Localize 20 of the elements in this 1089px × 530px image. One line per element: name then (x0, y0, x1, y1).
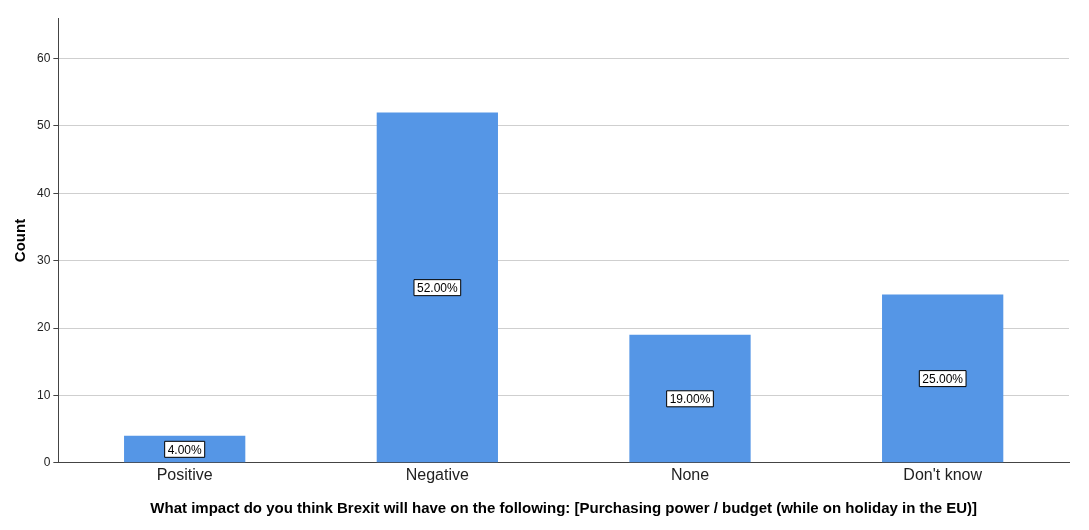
x-tick-label: Positive (156, 465, 213, 483)
data-label: 4.00% (167, 442, 203, 457)
x-tick-label: Negative (405, 465, 470, 483)
y-tick-label: 0 (43, 455, 51, 470)
data-label: 25.00% (922, 371, 964, 386)
x-tick-label: None (670, 465, 710, 483)
data-label: 52.00% (416, 280, 459, 295)
x-tick-label: Don't know (903, 465, 983, 483)
y-tick-label: 20 (36, 320, 51, 335)
y-tick-label: 30 (36, 253, 51, 268)
bar (882, 294, 1004, 463)
x-axis-title: What impact do you think Brexit will have on the following: [Purchasing power / budget (while on holiday in the EU)] (150, 499, 978, 517)
bar (376, 112, 498, 463)
y-axis-title: Count (11, 218, 29, 263)
y-tick-label: 50 (36, 118, 51, 133)
y-tick-label: 60 (36, 50, 51, 65)
bar (629, 334, 751, 463)
y-tick-label: 40 (36, 185, 51, 200)
y-tick-label: 10 (36, 387, 51, 402)
data-label: 19.00% (669, 392, 711, 407)
